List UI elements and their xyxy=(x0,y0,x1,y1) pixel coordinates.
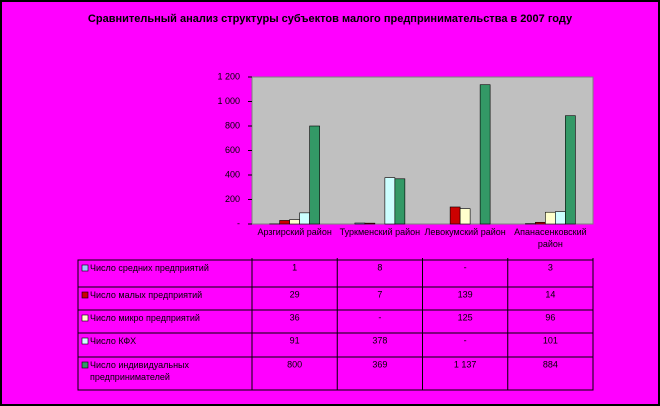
table-value: 125 xyxy=(458,312,473,322)
bar xyxy=(545,211,556,225)
table-value: 8 xyxy=(377,262,382,272)
table-value: 369 xyxy=(372,359,387,369)
legend-box: Число индивидуальных предпринимателей xyxy=(90,360,190,382)
bar xyxy=(309,125,320,225)
legend-key xyxy=(81,314,89,322)
legend-key xyxy=(81,337,89,345)
bar xyxy=(354,222,366,225)
table-value: - xyxy=(464,335,467,345)
bar xyxy=(535,221,546,225)
bar xyxy=(565,115,576,225)
legend-label: Число индивидуальных предпринимателей xyxy=(90,360,190,382)
x-tick-label: Левокумский район xyxy=(424,227,506,237)
table-value: 1 xyxy=(292,262,297,272)
legend-box: Число КФХ xyxy=(90,336,137,346)
y-tick-label: 400 xyxy=(225,169,240,179)
legend-label: Число микро предприятий xyxy=(90,313,200,323)
bar xyxy=(364,222,376,225)
bar xyxy=(555,211,566,225)
x-tick-label: Туркменский район xyxy=(339,227,421,237)
table-value: 91 xyxy=(290,335,300,345)
plot-area xyxy=(251,76,594,225)
bar xyxy=(459,208,471,225)
bar xyxy=(479,84,491,225)
y-tick-label: 200 xyxy=(225,194,240,204)
table-value: - xyxy=(378,312,381,322)
table-value: 14 xyxy=(545,289,555,299)
legend-label: Число средних предприятий xyxy=(90,263,209,273)
bar xyxy=(299,212,310,225)
y-tick-label: 800 xyxy=(225,120,240,130)
y-tick-label: - xyxy=(237,218,240,228)
legend-key xyxy=(81,264,89,272)
table-value: 29 xyxy=(290,289,300,299)
table-value: 139 xyxy=(458,289,473,299)
legend-box: Число микро предприятий xyxy=(90,313,200,323)
table-value: 36 xyxy=(290,312,300,322)
table-value: 101 xyxy=(543,335,558,345)
table-value: 3 xyxy=(548,262,553,272)
bar xyxy=(394,178,406,225)
y-tick-label: 1 000 xyxy=(217,96,240,106)
x-tick-label: Апанасенковский район xyxy=(514,227,587,249)
table-value: 884 xyxy=(543,359,558,369)
x-tick-label: Арзгирский район xyxy=(257,227,332,237)
y-tick-label: 1 200 xyxy=(217,71,240,81)
x-label-box: Туркменский район xyxy=(339,227,421,237)
bar xyxy=(384,177,396,225)
chart-title: Сравнительный анализ структуры субъектов… xyxy=(87,13,573,25)
legend-box: Число средних предприятий xyxy=(90,263,209,273)
title-box: Сравнительный анализ структуры субъектов… xyxy=(87,13,573,25)
legend-box: Число малых предприятий xyxy=(90,290,203,300)
legend-key xyxy=(81,361,89,369)
bar xyxy=(289,219,300,225)
legend-label: Число КФХ xyxy=(90,336,137,346)
legend-key xyxy=(81,291,89,299)
x-label-box: Левокумский район xyxy=(424,227,506,237)
bar xyxy=(449,206,461,225)
bar xyxy=(279,220,290,225)
table-value: 96 xyxy=(545,312,555,322)
table-value: 1 137 xyxy=(454,359,477,369)
table-value: 800 xyxy=(287,359,302,369)
x-label-box: Арзгирский район xyxy=(257,227,332,237)
table-value: 7 xyxy=(377,289,382,299)
y-tick-label: 600 xyxy=(225,145,240,155)
table-value: 378 xyxy=(372,335,387,345)
table-value: - xyxy=(464,262,467,272)
x-label-box: Апанасенковский район xyxy=(514,227,587,249)
legend-label: Число малых предприятий xyxy=(90,290,203,300)
